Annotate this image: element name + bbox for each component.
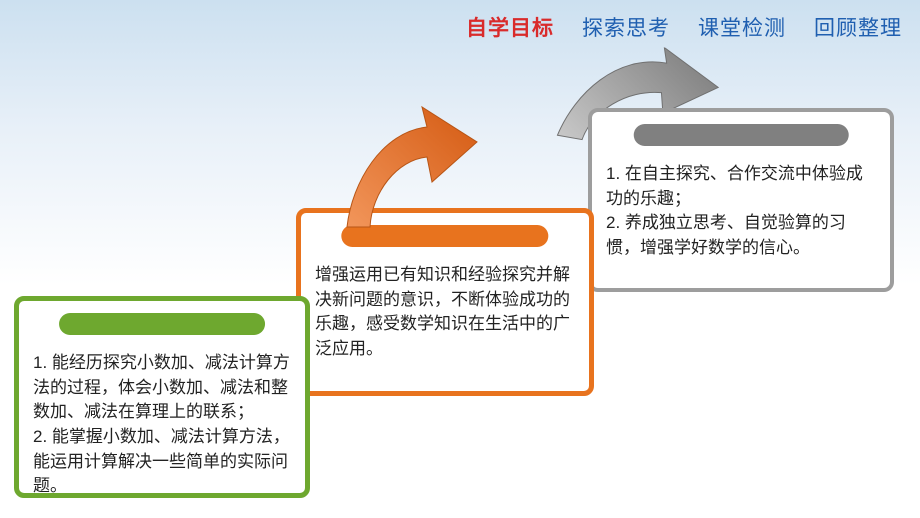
clip-icon (59, 313, 265, 335)
card-1-green: 1. 能经历探究小数加、减法计算方法的过程，体会小数加、减法和整数加、减法在算理… (14, 296, 310, 498)
nav-tab-quiz[interactable]: 课堂检测 (698, 12, 786, 42)
clip-icon (634, 124, 849, 146)
nav-tab-review[interactable]: 回顾整理 (814, 12, 902, 42)
card-2-text: 增强运用已有知识和经验探究并解决新问题的意识，不断体验成功的乐趣，感受数学知识在… (315, 263, 575, 362)
nav-tab-self-study[interactable]: 自学目标 (466, 12, 554, 42)
card-3-gray: 1. 在自主探究、合作交流中体验成功的乐趣；2. 养成独立思考、自觉验算的习惯，… (588, 108, 894, 292)
clip-icon (341, 225, 548, 247)
top-nav: 自学目标 探索思考 课堂检测 回顾整理 (466, 12, 902, 42)
card-1-text: 1. 能经历探究小数加、减法计算方法的过程，体会小数加、减法和整数加、减法在算理… (33, 351, 291, 499)
nav-tab-explore[interactable]: 探索思考 (582, 12, 670, 42)
card-3-text: 1. 在自主探究、合作交流中体验成功的乐趣；2. 养成独立思考、自觉验算的习惯，… (606, 162, 876, 261)
card-2-orange: 增强运用已有知识和经验探究并解决新问题的意识，不断体验成功的乐趣，感受数学知识在… (296, 208, 594, 396)
